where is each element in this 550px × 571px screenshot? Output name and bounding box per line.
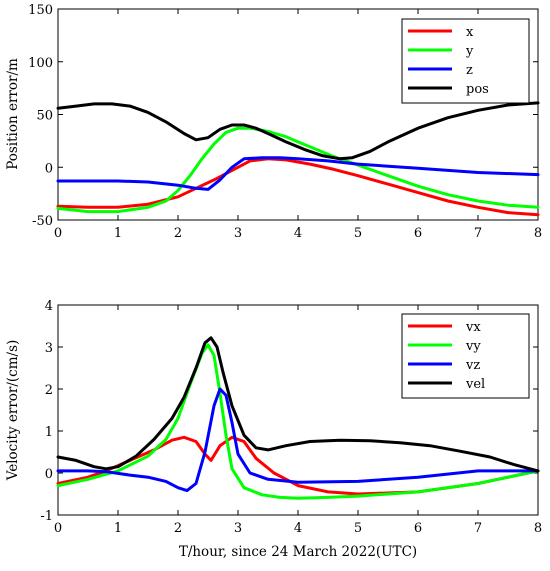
series-line-x — [56, 157, 540, 217]
x-tick-label: 7 — [474, 226, 482, 241]
y-tick-label: 0 — [45, 467, 53, 482]
x-tick-label: 4 — [294, 226, 302, 241]
x-tick-label: 8 — [534, 226, 542, 241]
x-tick-label: 7 — [474, 521, 482, 536]
series-line-z — [56, 156, 540, 191]
x-tick-label: 6 — [414, 521, 422, 536]
tick-marks — [57, 8, 539, 221]
legend-label-x: x — [466, 25, 474, 40]
legend-label-z: z — [466, 63, 473, 78]
y-tick-label: 0 — [45, 161, 53, 176]
x-tick-label: 1 — [114, 226, 122, 241]
legend-label-vel: vel — [465, 377, 485, 392]
legend-label-pos: pos — [466, 82, 489, 97]
y-tick-label: 50 — [36, 109, 53, 124]
y-tick-labels: -1 0 1 2 3 4 — [40, 299, 53, 524]
x-tick-label: 0 — [54, 226, 62, 241]
x-tick-label: 5 — [354, 226, 362, 241]
y-tick-label: 4 — [45, 299, 53, 314]
x-tick-label: 8 — [534, 521, 542, 536]
x-tick-label: 1 — [114, 521, 122, 536]
x-tick-labels: 0 1 2 3 4 5 6 7 8 — [54, 521, 542, 536]
x-tick-label: 3 — [234, 226, 242, 241]
series-line-vx — [56, 435, 540, 496]
series-group — [56, 101, 540, 217]
y-tick-labels: -50 0 50 100 150 — [28, 3, 53, 229]
x-tick-label: 4 — [294, 521, 302, 536]
tick-marks — [57, 304, 539, 516]
legend-label-vx: vx — [465, 320, 481, 335]
y-tick-label: 1 — [45, 425, 53, 440]
legend: xyz pos — [401, 18, 530, 104]
y-tick-label: 150 — [28, 3, 53, 18]
y-axis-label: Position error/m — [5, 58, 21, 170]
series-group — [56, 336, 540, 500]
legend-label-vy: vy — [465, 339, 481, 354]
x-tick-label: 0 — [54, 521, 62, 536]
y-axis-label: Velocity error/(cm/s) — [5, 340, 21, 482]
y-tick-label: -1 — [40, 509, 53, 524]
x-tick-labels: 0 1 2 3 4 5 6 7 8 — [54, 226, 542, 241]
series-line-vy — [56, 343, 540, 500]
y-tick-label: -50 — [32, 214, 53, 229]
x-tick-label: 2 — [174, 521, 182, 536]
x-tick-label: 6 — [414, 226, 422, 241]
series-line-y — [56, 126, 540, 214]
series-line-pos — [56, 101, 540, 161]
x-axis-label: T/hour, since 24 March 2022(UTC) — [179, 544, 417, 560]
y-tick-label: 2 — [45, 383, 53, 398]
legend-label-y: y — [465, 44, 474, 59]
legend: vx vy vz vel — [401, 313, 530, 399]
x-tick-label: 2 — [174, 226, 182, 241]
x-tick-label: 3 — [234, 521, 242, 536]
y-tick-label: 100 — [28, 56, 53, 71]
x-tick-label: 5 — [354, 521, 362, 536]
legend-label-vz: vz — [465, 358, 480, 373]
series-line-vz — [56, 387, 540, 493]
series-line-vel — [56, 336, 540, 473]
y-tick-label: 3 — [45, 341, 53, 356]
